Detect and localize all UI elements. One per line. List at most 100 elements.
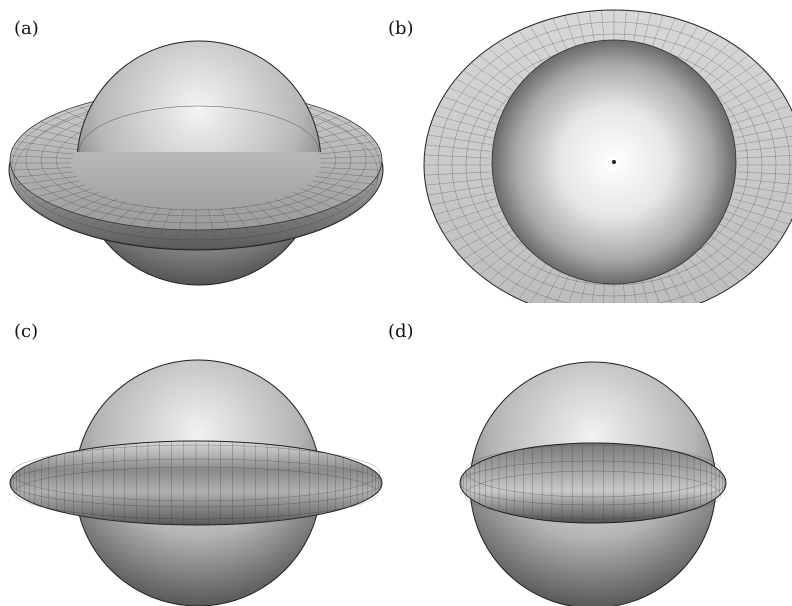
ring-torus-side-d xyxy=(459,442,727,524)
mesh-line xyxy=(701,238,748,275)
mesh-line xyxy=(717,222,772,251)
mesh-line xyxy=(292,192,340,211)
mesh-line xyxy=(320,155,382,159)
mesh-line xyxy=(24,134,81,146)
mesh-line xyxy=(444,210,503,234)
mesh-line xyxy=(707,63,757,97)
mesh-line xyxy=(464,228,516,259)
mesh-line xyxy=(480,238,527,275)
mesh-line xyxy=(318,148,379,155)
mesh-line xyxy=(489,243,533,281)
mesh-line xyxy=(52,192,100,211)
mesh-line xyxy=(299,188,351,205)
mesh-line xyxy=(159,208,172,236)
mesh-line xyxy=(736,178,792,185)
mesh-line xyxy=(431,191,495,206)
mesh-line xyxy=(456,79,511,108)
mesh-line xyxy=(712,71,764,102)
mesh-line xyxy=(450,87,507,114)
mesh-line xyxy=(728,105,789,126)
mesh-line xyxy=(31,127,86,142)
mesh-line xyxy=(10,155,72,159)
mesh-line xyxy=(434,198,497,215)
mesh-line xyxy=(124,205,149,232)
mesh-line xyxy=(10,167,72,171)
mesh-line xyxy=(735,135,792,145)
panel-a: (a) xyxy=(0,0,396,303)
mesh-line xyxy=(426,144,492,152)
panel-d: (d) xyxy=(388,303,792,606)
mesh-line xyxy=(141,206,160,234)
panel-b-render xyxy=(423,9,792,303)
mesh-line xyxy=(736,145,792,152)
mesh-line xyxy=(315,141,375,150)
mesh-line xyxy=(712,228,764,259)
mesh-line xyxy=(13,148,74,155)
mesh-line xyxy=(320,167,382,171)
mesh-line xyxy=(464,71,516,102)
mesh-line xyxy=(428,185,493,196)
mesh-line xyxy=(731,198,792,215)
mesh-line xyxy=(13,171,74,178)
mesh-line xyxy=(735,185,792,195)
mesh-line xyxy=(77,198,117,221)
mesh-line xyxy=(41,188,93,205)
mesh-line xyxy=(284,195,328,216)
panel-a-render xyxy=(8,40,384,286)
mesh-line xyxy=(721,87,778,114)
panel-d-render xyxy=(459,361,727,606)
mesh-line xyxy=(439,204,500,225)
mesh-line xyxy=(108,203,138,229)
mesh-line xyxy=(311,134,368,146)
mesh-line xyxy=(434,115,497,132)
ring-torus-side xyxy=(9,440,383,526)
sphere-upper-dome xyxy=(77,40,321,152)
mesh-line xyxy=(728,204,789,225)
mesh-line xyxy=(498,247,539,288)
mesh-line xyxy=(450,216,507,243)
panel-c-render xyxy=(9,359,383,606)
sphere-top xyxy=(491,39,737,285)
mesh-line xyxy=(707,233,757,267)
mesh-line xyxy=(306,184,361,199)
mesh-line xyxy=(444,96,503,120)
mesh-line xyxy=(439,105,500,126)
mesh-line xyxy=(431,124,495,139)
panel-c: (c) xyxy=(0,303,396,606)
mesh-line xyxy=(177,208,184,237)
mesh-line xyxy=(311,180,368,192)
mesh-line xyxy=(17,141,77,150)
panel-label-b: (b) xyxy=(388,18,414,39)
mesh-line xyxy=(695,243,739,281)
mesh-line xyxy=(31,184,86,199)
mesh-line xyxy=(689,247,730,288)
mesh-line xyxy=(725,210,784,234)
mesh-line xyxy=(425,154,491,159)
mesh-line xyxy=(725,96,784,120)
mesh-line xyxy=(315,176,375,185)
mesh-line xyxy=(471,233,521,267)
mesh-line xyxy=(265,201,300,225)
mesh-line xyxy=(17,176,77,185)
mesh-line xyxy=(220,208,233,236)
mesh-line xyxy=(428,134,493,145)
mesh-line xyxy=(243,205,268,232)
mesh-line xyxy=(425,171,491,176)
mesh-line xyxy=(733,125,792,139)
mesh-line xyxy=(456,222,511,251)
mesh-line xyxy=(733,191,792,205)
mesh-line xyxy=(64,195,108,216)
pole-point xyxy=(612,160,616,164)
panel-label-c: (c) xyxy=(14,321,39,342)
panel-label-a: (a) xyxy=(14,18,39,39)
mesh-line xyxy=(318,171,379,178)
mesh-line xyxy=(731,115,792,132)
mesh-line xyxy=(254,203,284,229)
mesh-line xyxy=(232,206,251,234)
mesh-line xyxy=(24,180,81,192)
mesh-line xyxy=(275,198,315,221)
mesh-line xyxy=(721,216,778,243)
mesh-line xyxy=(471,63,521,97)
mesh-line xyxy=(208,208,215,237)
panel-b: (b) xyxy=(388,0,792,303)
